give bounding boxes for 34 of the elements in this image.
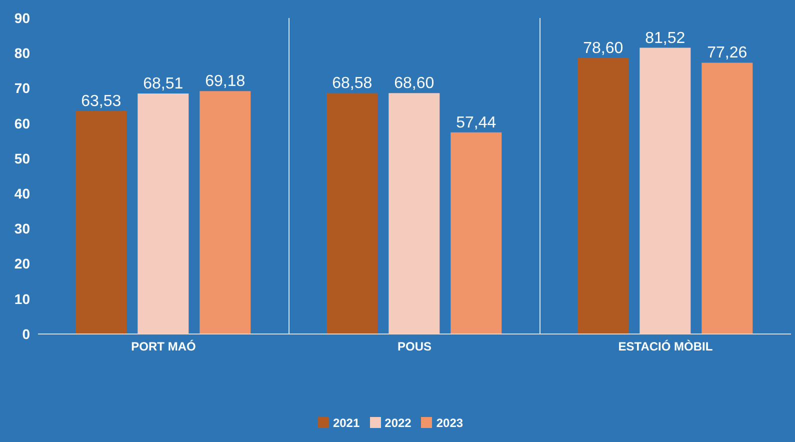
data-label: 63,53 (81, 92, 122, 110)
bar (450, 132, 502, 334)
bar (76, 110, 127, 334)
legend-label: 2021 (332, 416, 360, 430)
data-label: 69,18 (205, 73, 246, 90)
x-tick-label: POUS (397, 340, 432, 354)
y-tick-label: 40 (14, 186, 30, 202)
bar (388, 93, 440, 334)
y-tick-label: 0 (22, 326, 30, 342)
y-tick-label: 80 (14, 45, 30, 62)
data-label: 81,52 (645, 30, 686, 47)
data-label: 78,60 (583, 40, 624, 58)
y-tick-label: 50 (14, 150, 30, 166)
data-label: 68,58 (332, 75, 372, 92)
bar (640, 48, 691, 334)
legend-label: 2022 (384, 416, 412, 430)
x-tick-label: PORT MAÓ (131, 340, 196, 354)
bar (138, 93, 189, 334)
bar (578, 58, 629, 334)
x-tick-label: ESTACIÓ MÒBIL (618, 340, 713, 354)
data-label: 68,60 (394, 75, 434, 92)
y-tick-label: 30 (14, 220, 30, 237)
bar (702, 62, 753, 334)
data-label: 68,51 (143, 75, 184, 92)
y-tick-label: 60 (14, 115, 30, 132)
bar (326, 93, 378, 334)
y-tick-label: 90 (14, 10, 30, 26)
legend-label: 2023 (436, 416, 464, 430)
y-tick-label: 20 (14, 256, 30, 272)
data-label: 77,26 (707, 44, 748, 62)
bar (200, 91, 251, 334)
data-label: 57,44 (456, 114, 496, 132)
y-tick-label: 70 (14, 80, 30, 96)
y-tick-label: 10 (14, 290, 30, 307)
